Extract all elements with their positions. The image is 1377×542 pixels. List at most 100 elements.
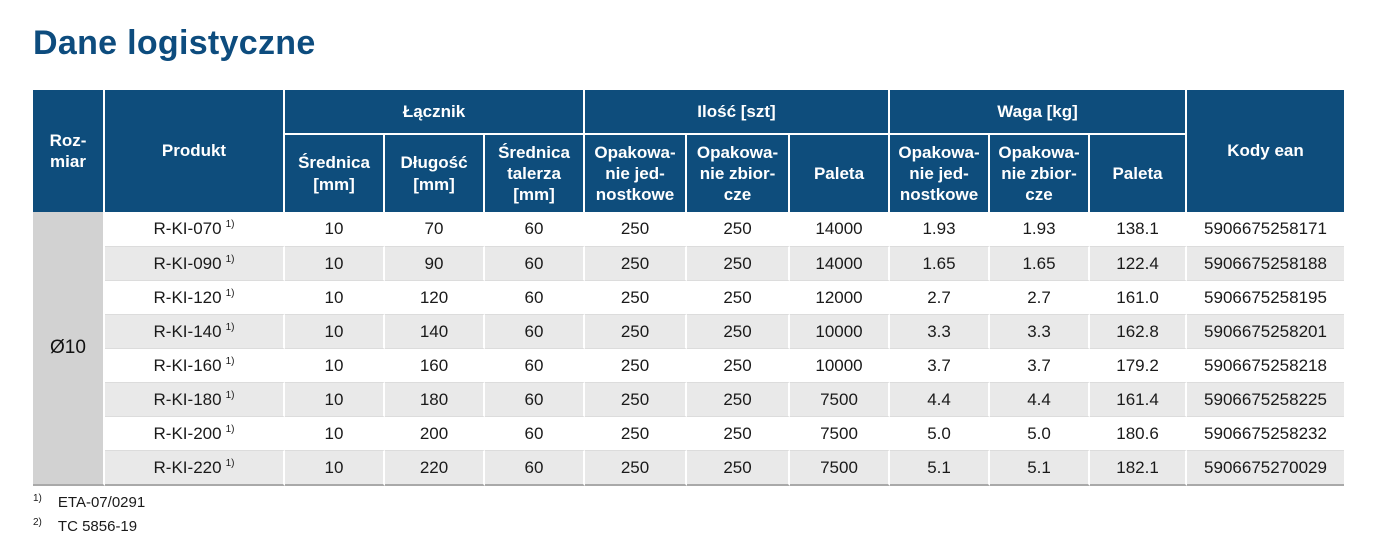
cell-srednica-mm: 10 — [285, 348, 385, 382]
cell-srednica-mm: 10 — [285, 314, 385, 348]
logistics-table: Roz- miar Produkt Łącznik Ilość [szt] Wa… — [33, 90, 1345, 486]
product-footnote-marker: 1) — [225, 423, 235, 435]
product-cell: R-KI-140 1) — [105, 314, 285, 348]
cell-waga-opakowanie-zbiorcze: 5.0 — [990, 416, 1091, 450]
cell-waga-opakowanie-zbiorcze: 3.3 — [990, 314, 1091, 348]
cell-waga-paleta: 138.1 — [1090, 212, 1188, 246]
product-name: R-KI-140 — [153, 321, 222, 341]
product-footnote-marker: 1) — [225, 287, 235, 299]
cell-ilosc-opakowanie-zbiorcze: 250 — [687, 280, 790, 314]
cell-kody-ean: 5906675270029 — [1187, 450, 1345, 486]
cell-ilosc-paleta: 14000 — [790, 246, 891, 280]
footnote-2-text: TC 5856-19 — [57, 518, 138, 535]
cell-srednica-talerza-mm: 60 — [485, 450, 585, 486]
cell-srednica-talerza-mm: 60 — [485, 280, 585, 314]
product-name: R-KI-120 — [153, 287, 222, 307]
cell-waga-opakowanie-zbiorcze: 3.7 — [990, 348, 1091, 382]
product-cell: R-KI-220 1) — [105, 450, 285, 486]
cell-dlugosc-mm: 90 — [385, 246, 485, 280]
product-footnote-marker: 1) — [225, 457, 235, 469]
cell-ilosc-opakowanie-jednostkowe: 250 — [585, 314, 687, 348]
product-cell: R-KI-200 1) — [105, 416, 285, 450]
table-row: R-KI-180 1) 10 180 60 250 250 7500 4.4 4.4 161.4 59… — [33, 382, 1345, 416]
cell-waga-opakowanie-zbiorcze: 2.7 — [990, 280, 1091, 314]
cell-srednica-talerza-mm: 60 — [485, 212, 585, 246]
cell-srednica-talerza-mm: 60 — [485, 314, 585, 348]
col-header-waga-opakowanie-jednostkowe: Opakowa- nie jed- nostkowe — [890, 135, 991, 212]
cell-dlugosc-mm: 220 — [385, 450, 485, 486]
cell-ilosc-paleta: 12000 — [790, 280, 891, 314]
cell-waga-paleta: 161.0 — [1090, 280, 1188, 314]
product-footnote-marker: 1) — [225, 321, 235, 333]
cell-kody-ean: 5906675258225 — [1187, 382, 1345, 416]
cell-ilosc-paleta: 7500 — [790, 450, 891, 486]
footnote-2: 2) TC 5856-19 — [33, 517, 145, 536]
cell-ilosc-opakowanie-zbiorcze: 250 — [687, 416, 790, 450]
size-group-cell: Ø10 — [33, 212, 105, 486]
cell-waga-opakowanie-jednostkowe: 3.7 — [890, 348, 991, 382]
cell-ilosc-opakowanie-zbiorcze: 250 — [687, 382, 790, 416]
cell-waga-opakowanie-zbiorcze: 1.93 — [990, 212, 1091, 246]
cell-srednica-talerza-mm: 60 — [485, 348, 585, 382]
cell-ilosc-opakowanie-jednostkowe: 250 — [585, 280, 687, 314]
cell-ilosc-opakowanie-zbiorcze: 250 — [687, 348, 790, 382]
product-footnote-marker: 1) — [225, 253, 235, 265]
product-cell: R-KI-070 1) — [105, 212, 285, 246]
cell-waga-opakowanie-zbiorcze: 1.65 — [990, 246, 1091, 280]
cell-kody-ean: 5906675258188 — [1187, 246, 1345, 280]
footnote-1: 1) ETA-07/0291 — [33, 493, 146, 512]
product-name: R-KI-160 — [153, 355, 222, 375]
cell-dlugosc-mm: 120 — [385, 280, 485, 314]
cell-srednica-mm: 10 — [285, 280, 385, 314]
footnotes: 1) ETA-07/0291 2) TC 5856-19 — [33, 494, 145, 542]
cell-waga-opakowanie-jednostkowe: 1.65 — [890, 246, 991, 280]
cell-ilosc-opakowanie-jednostkowe: 250 — [585, 212, 687, 246]
cell-waga-opakowanie-jednostkowe: 2.7 — [890, 280, 991, 314]
col-header-srednica-talerza-mm: Średnica talerza [mm] — [485, 135, 585, 212]
cell-ilosc-opakowanie-zbiorcze: 250 — [687, 246, 790, 280]
product-name: R-KI-180 — [153, 389, 222, 409]
table-row: R-KI-160 1) 10 160 60 250 250 10000 3.7 3.7 179.2 5… — [33, 348, 1345, 382]
cell-kody-ean: 5906675258232 — [1187, 416, 1345, 450]
cell-waga-paleta: 179.2 — [1090, 348, 1188, 382]
col-header-waga-opakowanie-zbiorcze: Opakowa- nie zbior- cze — [990, 135, 1091, 212]
cell-ilosc-opakowanie-zbiorcze: 250 — [687, 212, 790, 246]
cell-ilosc-opakowanie-jednostkowe: 250 — [585, 416, 687, 450]
footnote-1-marker: 1) — [33, 493, 42, 504]
cell-waga-opakowanie-jednostkowe: 4.4 — [890, 382, 991, 416]
cell-srednica-talerza-mm: 60 — [485, 382, 585, 416]
cell-waga-opakowanie-jednostkowe: 1.93 — [890, 212, 991, 246]
table-row: R-KI-200 1) 10 200 60 250 250 7500 5.0 5.0 180.6 59… — [33, 416, 1345, 450]
cell-waga-opakowanie-zbiorcze: 5.1 — [990, 450, 1091, 486]
col-header-dlugosc-mm: Długość [mm] — [385, 135, 485, 212]
cell-ilosc-opakowanie-jednostkowe: 250 — [585, 348, 687, 382]
footnote-1-text: ETA-07/0291 — [57, 494, 146, 511]
product-name: R-KI-220 — [153, 457, 222, 477]
cell-ilosc-opakowanie-jednostkowe: 250 — [585, 450, 687, 486]
table-row: R-KI-140 1) 10 140 60 250 250 10000 3.3 3.3 162.8 5… — [33, 314, 1345, 348]
cell-kody-ean: 5906675258195 — [1187, 280, 1345, 314]
page-title: Dane logistyczne — [33, 24, 316, 62]
footnote-2-marker: 2) — [33, 517, 42, 528]
table-header: Roz- miar Produkt Łącznik Ilość [szt] Wa… — [33, 90, 1345, 212]
group-header-ilosc: Ilość [szt] — [585, 90, 891, 135]
product-cell: R-KI-120 1) — [105, 280, 285, 314]
group-header-lacznik: Łącznik — [285, 90, 585, 135]
col-header-produkt: Produkt — [105, 90, 285, 212]
cell-waga-opakowanie-jednostkowe: 3.3 — [890, 314, 991, 348]
col-header-waga-paleta: Paleta — [1090, 135, 1188, 212]
cell-dlugosc-mm: 200 — [385, 416, 485, 450]
cell-waga-paleta: 182.1 — [1090, 450, 1188, 486]
product-cell: R-KI-160 1) — [105, 348, 285, 382]
table-body: Ø10 R-KI-070 1) 10 70 60 250 250 14000 1.93 1.93 13… — [33, 212, 1345, 486]
col-header-srednica-mm: Średnica [mm] — [285, 135, 385, 212]
cell-kody-ean: 5906675258171 — [1187, 212, 1345, 246]
table-row: R-KI-090 1) 10 90 60 250 250 14000 1.65 1.65 122.4… — [33, 246, 1345, 280]
cell-srednica-talerza-mm: 60 — [485, 246, 585, 280]
cell-dlugosc-mm: 180 — [385, 382, 485, 416]
col-header-ilosc-opakowanie-jednostkowe: Opakowa- nie jed- nostkowe — [585, 135, 687, 212]
cell-waga-opakowanie-jednostkowe: 5.1 — [890, 450, 991, 486]
cell-ilosc-paleta: 14000 — [790, 212, 891, 246]
cell-kody-ean: 5906675258218 — [1187, 348, 1345, 382]
cell-waga-opakowanie-zbiorcze: 4.4 — [990, 382, 1091, 416]
